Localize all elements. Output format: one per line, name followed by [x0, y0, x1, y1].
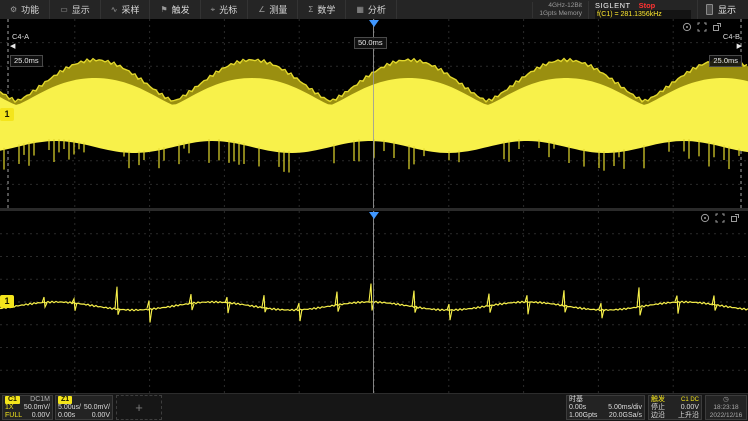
- zoom-trigger-marker[interactable]: [369, 212, 379, 219]
- zoom1-delay: 0.00s: [58, 412, 76, 419]
- main-waveform-window: 50.0ms C4-A ◀ 25.0ms C4-B ▶ 25.0ms 1: [0, 19, 748, 208]
- main-grid-icons: [682, 22, 722, 32]
- math-icon: Σ: [308, 5, 314, 14]
- timebase-points: 1.00Gpts: [569, 412, 598, 419]
- menu-item-trigger[interactable]: ⚑ 触发: [150, 0, 201, 19]
- zoom-waveform-window: 1: [0, 211, 748, 393]
- focus-icon[interactable]: [700, 213, 710, 223]
- clock-icon: ◷: [723, 396, 729, 403]
- zoom1-tag: Z1: [58, 396, 73, 404]
- timebase-title: 时基: [569, 396, 583, 403]
- timebase-scale: 5.00ms/div: [608, 404, 642, 411]
- gear-icon: ⚙: [10, 5, 18, 14]
- menu-label: 光标: [219, 5, 238, 15]
- zoom-grid-icons: [700, 213, 740, 223]
- acquisition-status: Stop: [638, 0, 656, 10]
- trigger-box[interactable]: 触发 C1 DC 停止 0.00V 边沿 上升沿: [648, 395, 702, 420]
- display-toggle-label: 显示: [717, 5, 736, 15]
- add-channel-slot[interactable]: +: [116, 395, 162, 420]
- menu-item-math[interactable]: Σ 数学: [298, 0, 347, 19]
- display-toggle-button[interactable]: 显示: [696, 0, 748, 19]
- channel1-tag: C1: [5, 396, 20, 404]
- trigger-type: 边沿: [651, 412, 665, 419]
- brand-status-box: SIGLENT Stop f(C1) = 281.1356kHz: [587, 0, 697, 19]
- display-icon: ▭: [60, 5, 68, 14]
- channel1-offset: 0.00V: [31, 412, 50, 419]
- zoom-edge-b-label: C4-B: [722, 32, 740, 41]
- battery-icon: [705, 4, 713, 15]
- channel1-scale: 50.0mV/: [23, 404, 50, 411]
- measure-icon: ∠: [258, 5, 266, 14]
- channel1-offset-marker[interactable]: 1: [0, 108, 14, 121]
- menu-item-measure[interactable]: ∠ 测量: [248, 0, 299, 19]
- trigger-source: C1 DC: [680, 397, 699, 403]
- menu-bar: ⚙ 功能 ▭ 显示 ∿ 采样 ⚑ 触发 ⌖ 光标 ∠ 测量 Σ 数学 ▦ 分析: [0, 0, 748, 20]
- system-time: 18:23:18: [713, 404, 739, 411]
- analysis-icon: ▦: [356, 5, 364, 14]
- channel1-descriptor-box[interactable]: C1 DC1M 1X 50.0mV/ FULL 0.00V: [2, 395, 53, 420]
- zoom-edge-b-handle[interactable]: ▶: [736, 43, 742, 50]
- channel1-probe: 1X: [5, 404, 14, 411]
- edge-time-right: 25.0ms: [709, 55, 742, 67]
- frequency-counter: f(C1) = 281.1356kHz: [594, 9, 691, 19]
- acquire-icon: ∿: [110, 5, 118, 14]
- menu-item-acquire[interactable]: ∿ 采样: [101, 0, 151, 19]
- brand-logo: SIGLENT: [594, 0, 631, 10]
- system-info: 4GHz-12Bit 1Gpts Memory: [532, 1, 588, 18]
- menu-label: 采样: [121, 5, 140, 15]
- timebase-delay: 0.00s: [569, 404, 587, 411]
- channel1-coupling: DC1M: [30, 396, 50, 403]
- menu-item-analysis[interactable]: ▦ 分析: [346, 0, 397, 19]
- trigger-icon: ⚑: [160, 5, 168, 14]
- trigger-slope: 上升沿: [678, 412, 699, 419]
- zoom-edge-a-handle[interactable]: ◀: [10, 43, 16, 50]
- datetime-box[interactable]: ◷ 18:23:18 2022/12/16: [705, 395, 747, 420]
- popout-window-icon[interactable]: [712, 22, 722, 32]
- zoom1-offset: 0.00V: [91, 412, 110, 419]
- channel1-bandwidth: FULL: [5, 412, 23, 419]
- trigger-level: 0.00V: [680, 404, 699, 411]
- zoom-waveform-trace-c1: [0, 283, 748, 323]
- trigger-position-marker[interactable]: [369, 20, 379, 27]
- zoom-channel1-offset-marker[interactable]: 1: [0, 295, 14, 308]
- zoom1-descriptor-box[interactable]: Z1 5.00us/ 50.0mV/ 0.00s 0.00V: [55, 395, 113, 420]
- bandwidth-label: 4GHz-12Bit: [548, 1, 582, 9]
- zoom1-scale: 50.0mV/: [83, 404, 110, 411]
- system-date: 2022/12/16: [709, 412, 743, 419]
- plus-icon: +: [135, 400, 143, 415]
- popout-window-icon[interactable]: [730, 213, 740, 223]
- trigger-position-line[interactable]: [373, 19, 374, 208]
- fullscreen-icon[interactable]: [715, 213, 725, 223]
- zoom-center-line[interactable]: [373, 211, 374, 393]
- menu-label: 测量: [269, 5, 288, 15]
- timebase-box[interactable]: 时基 0.00s 5.00ms/div 1.00Gpts 20.0GSa/s: [566, 395, 645, 420]
- cursor-icon: ⌖: [210, 4, 216, 14]
- edge-time-left: 25.0ms: [10, 55, 43, 67]
- status-bar: C1 DC1M 1X 50.0mV/ FULL 0.00V Z1 5.00us/…: [0, 393, 748, 421]
- focus-icon[interactable]: [682, 22, 692, 32]
- menu-item-cursor[interactable]: ⌖ 光标: [201, 0, 249, 19]
- menu-label: 显示: [71, 5, 90, 15]
- menu-label: 数学: [317, 5, 336, 15]
- menubar-right: 4GHz-12Bit 1Gpts Memory SIGLENT Stop f(C…: [532, 0, 748, 19]
- menu-label: 功能: [21, 5, 40, 15]
- fullscreen-icon[interactable]: [697, 22, 707, 32]
- trigger-title: 触发: [651, 396, 665, 403]
- window-divider[interactable]: [0, 208, 748, 211]
- menu-label: 分析: [367, 5, 386, 15]
- zoom-edge-a-label: C4-A: [12, 32, 30, 41]
- menu-item-function[interactable]: ⚙ 功能: [0, 0, 51, 19]
- memory-label: 1Gpts Memory: [539, 9, 582, 17]
- center-time-label: 50.0ms: [354, 37, 387, 49]
- menu-label: 触发: [171, 5, 190, 15]
- timebase-samplerate: 20.0GSa/s: [608, 412, 642, 419]
- trigger-mode: 停止: [651, 404, 665, 411]
- zoom1-timebase: 5.00us/: [58, 404, 81, 411]
- menu-item-display[interactable]: ▭ 显示: [50, 0, 101, 19]
